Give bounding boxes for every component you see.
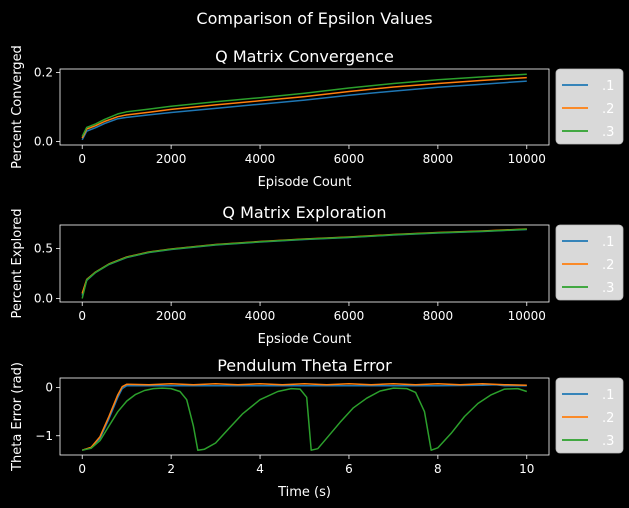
chart-q-matrix-convergence: Q Matrix Convergence 0 2000 4000 6000 8000 100…: [10, 45, 624, 190]
legend-label: .2: [602, 411, 614, 426]
legend-label: .1: [602, 79, 614, 94]
axes-frame: [59, 377, 550, 456]
series-line-2: [81, 383, 527, 451]
series-group: [81, 383, 528, 451]
x-tick-label: 6000: [334, 309, 365, 323]
legend-label: .3: [602, 434, 614, 449]
axes-frame: [59, 224, 550, 303]
x-tick-label: 6: [345, 462, 353, 476]
x-tick-label: 4000: [245, 309, 276, 323]
x-tick-label: 2: [167, 462, 175, 476]
x-tick-label: 4000: [245, 152, 276, 166]
x-tick-label: 10: [519, 462, 534, 476]
series-line-1: [82, 383, 527, 451]
axes-frame: [59, 68, 550, 146]
y-axis-label: Theta Error (rad): [10, 362, 25, 472]
y-tick-label: 0: [45, 381, 53, 395]
series-group: [81, 228, 527, 299]
series-line-3: [81, 228, 527, 299]
x-tick-label: 0: [78, 152, 86, 166]
legend-box: [555, 68, 624, 145]
chart-title: Q Matrix Exploration: [222, 203, 386, 222]
x-tick-label: 0: [78, 309, 86, 323]
legend-label: .3: [602, 125, 614, 140]
legend-label: .3: [602, 281, 614, 296]
x-tick-label: 10000: [508, 309, 546, 323]
x-tick-label: 10000: [508, 152, 546, 166]
x-tick-label: 0: [78, 462, 86, 476]
x-tick-label: 2000: [156, 152, 187, 166]
x-tick-label: 8: [434, 462, 442, 476]
y-axis-label: Percent Explored: [10, 208, 25, 318]
chart-q-matrix-exploration: Q Matrix Exploration 0 2000 4000 6000 8000 100…: [10, 203, 624, 347]
figure-suptitle: Comparison of Epsilon Values: [196, 9, 432, 28]
legend-label: .2: [602, 258, 614, 273]
x-axis-label: Episode Count: [258, 175, 352, 190]
legend-label: .1: [602, 235, 614, 250]
chart-pendulum-theta-error: Pendulum Theta Error 0 2 4 6 8 10 0 −1 Time (s) Th…: [10, 356, 624, 500]
y-tick-label: 0.2: [34, 65, 53, 79]
chart-title: Q Matrix Convergence: [215, 47, 394, 66]
x-tick-label: 4: [256, 462, 264, 476]
series-group: [81, 73, 527, 141]
legend-box: [555, 377, 624, 454]
series-line-2: [81, 76, 527, 139]
legend: .1 .2 .3: [555, 68, 624, 145]
x-tick-label: 2000: [156, 309, 187, 323]
legend-label: .2: [602, 102, 614, 117]
y-tick-label: 0.0: [34, 292, 53, 306]
x-tick-label: 8000: [423, 309, 454, 323]
legend-box: [555, 224, 624, 301]
y-tick-label: 0.0: [34, 135, 53, 149]
x-axis-label: Time (s): [277, 485, 331, 500]
x-tick-label: 8000: [423, 152, 454, 166]
x-tick-label: 6000: [334, 152, 365, 166]
y-tick-label: −1: [35, 429, 53, 443]
legend: .1 .2 .3: [555, 377, 624, 454]
x-axis-label: Epsiode Count: [258, 332, 352, 347]
legend: .1 .2 .3: [555, 224, 624, 301]
y-axis-label: Percent Converged: [10, 45, 25, 169]
chart-title: Pendulum Theta Error: [217, 356, 392, 375]
series-line-3: [81, 73, 527, 137]
y-tick-label: 0.5: [34, 242, 53, 256]
series-line-1: [81, 80, 527, 141]
legend-label: .1: [602, 388, 614, 403]
series-line-3: [82, 387, 528, 451]
